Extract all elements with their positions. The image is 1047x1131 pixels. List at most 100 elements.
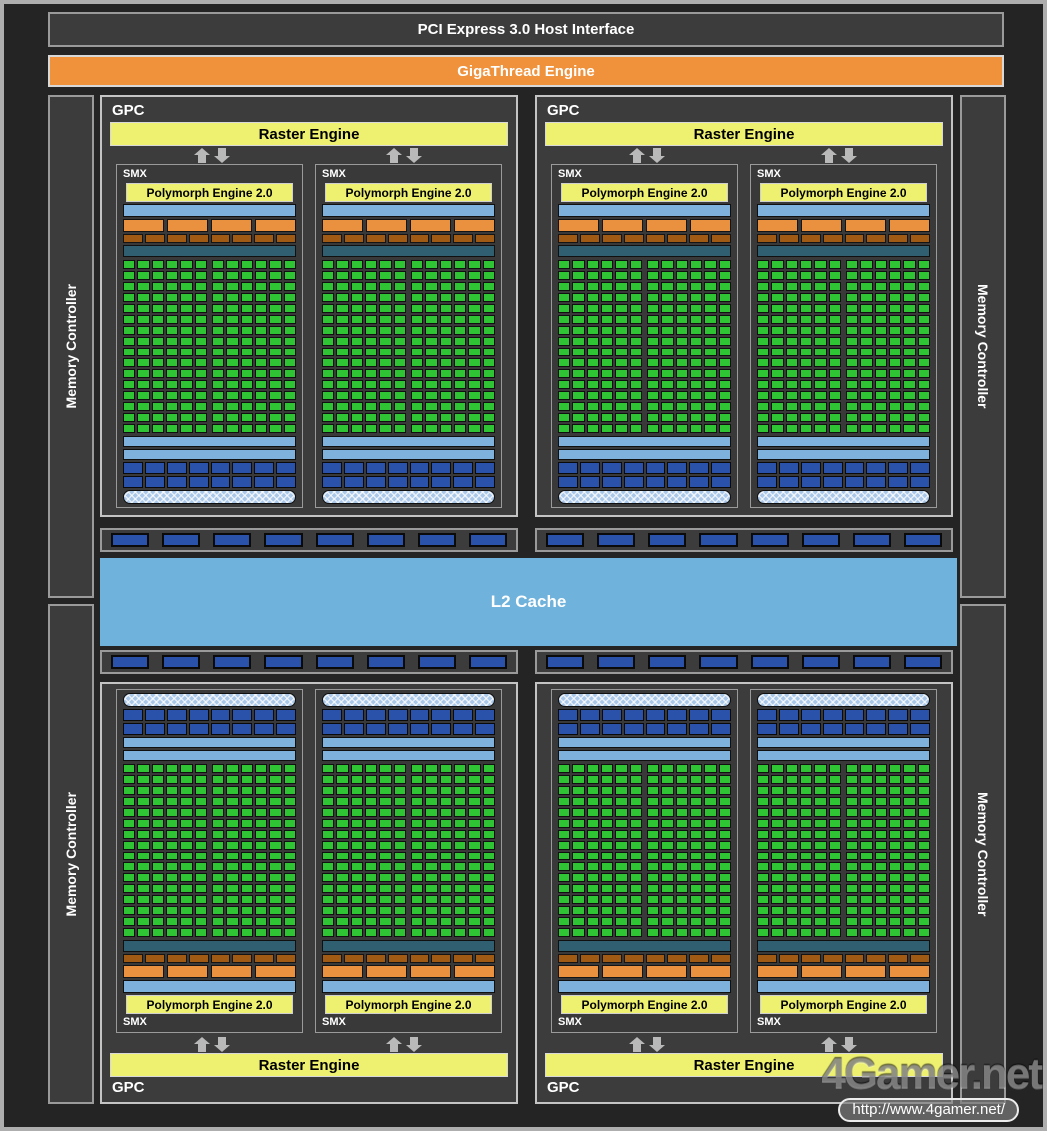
core-cell xyxy=(411,785,424,795)
core-cell xyxy=(453,873,467,883)
core-cell xyxy=(903,336,916,346)
core-cell xyxy=(322,358,335,368)
core-cell xyxy=(874,917,887,927)
core-cell xyxy=(917,895,930,905)
core-cell xyxy=(336,807,349,817)
core-cell xyxy=(212,917,225,927)
brown-block xyxy=(123,234,143,243)
core-cell xyxy=(482,325,495,335)
core-cell xyxy=(137,774,150,784)
core-cell xyxy=(165,862,179,872)
core-cell xyxy=(917,270,930,280)
core-cell xyxy=(874,840,887,850)
core-cell xyxy=(828,336,841,346)
core-cell xyxy=(226,380,239,390)
core-cell xyxy=(757,391,770,401)
core-cell xyxy=(165,785,179,795)
blue-block xyxy=(866,723,887,735)
raster-engine-bar: Raster Engine xyxy=(110,1053,508,1077)
core-cell xyxy=(336,292,349,302)
blue-block xyxy=(343,462,364,474)
core-cell xyxy=(647,928,660,937)
gpc-top-left: GPC Raster Engine SMX Polymorph Engine 2.0 S… xyxy=(100,95,518,517)
core-cell xyxy=(828,281,841,291)
core-cell xyxy=(814,402,827,412)
up-arrow-icon xyxy=(629,1036,645,1052)
core-cell xyxy=(165,840,179,850)
core-cell xyxy=(629,391,642,401)
brown-block xyxy=(365,954,386,963)
orange-block xyxy=(889,965,930,978)
core-cell xyxy=(123,807,136,817)
core-cell xyxy=(393,281,406,291)
core-cell xyxy=(629,785,642,795)
core-cell xyxy=(240,281,253,291)
core-cell xyxy=(689,829,703,839)
core-cell xyxy=(322,895,335,905)
core-cell xyxy=(439,380,452,390)
core-cell xyxy=(718,917,731,927)
teal-bar xyxy=(123,245,296,257)
smx-unit: Polymorph Engine 2.0 SMX xyxy=(750,689,937,1033)
core-cell xyxy=(647,829,660,839)
core-cell xyxy=(393,807,406,817)
core-cell xyxy=(846,391,859,401)
core-cell xyxy=(718,862,731,872)
core-cell xyxy=(425,928,438,937)
core-cell xyxy=(283,884,296,894)
core-cell xyxy=(212,906,225,916)
core-cell xyxy=(453,424,467,433)
core-cell xyxy=(137,270,150,280)
core-cell xyxy=(137,818,150,828)
core-cell xyxy=(350,314,363,324)
core-cell xyxy=(212,774,225,784)
core-cell xyxy=(165,906,179,916)
up-down-arrows-icon xyxy=(744,147,936,163)
blue-block xyxy=(322,462,342,474)
core-cell xyxy=(572,895,585,905)
core-cell xyxy=(151,796,164,806)
core-cell xyxy=(785,325,798,335)
core-cell xyxy=(165,391,179,401)
core-cell xyxy=(917,369,930,379)
brown-block xyxy=(866,954,887,963)
brown-block xyxy=(844,234,865,243)
core-cell xyxy=(226,260,239,269)
core-cell xyxy=(704,928,717,937)
core-cell xyxy=(860,818,873,828)
core-grid xyxy=(757,764,930,937)
gigathread-engine-label: GigaThread Engine xyxy=(457,62,595,80)
smx-label: SMX xyxy=(322,168,346,180)
blue-block xyxy=(822,462,843,474)
core-cell xyxy=(226,402,239,412)
orange-block xyxy=(646,219,687,232)
core-cell xyxy=(917,829,930,839)
brown-block-row xyxy=(757,234,930,243)
core-cell xyxy=(771,873,784,883)
orange-block xyxy=(602,219,643,232)
core-cell xyxy=(350,840,363,850)
brown-block xyxy=(579,954,600,963)
brown-block xyxy=(343,234,364,243)
core-cell xyxy=(860,281,873,291)
core-cell xyxy=(600,774,614,784)
core-cell xyxy=(165,380,179,390)
core-cell xyxy=(704,260,717,269)
core-cell xyxy=(212,303,225,313)
brown-block xyxy=(645,234,666,243)
core-cell xyxy=(123,314,136,324)
core-grid xyxy=(558,764,731,937)
core-cell xyxy=(704,774,717,784)
light-blue-bar xyxy=(322,737,495,748)
blue-block xyxy=(689,476,710,488)
core-cell xyxy=(151,325,164,335)
core-grid-group xyxy=(558,260,642,433)
core-cell xyxy=(283,774,296,784)
core-cell xyxy=(917,818,930,828)
core-cell xyxy=(123,325,136,335)
blue-block-row xyxy=(322,723,495,735)
core-cell xyxy=(283,928,296,937)
core-cell xyxy=(240,895,253,905)
core-grid-group xyxy=(123,764,207,937)
core-cell xyxy=(615,281,628,291)
